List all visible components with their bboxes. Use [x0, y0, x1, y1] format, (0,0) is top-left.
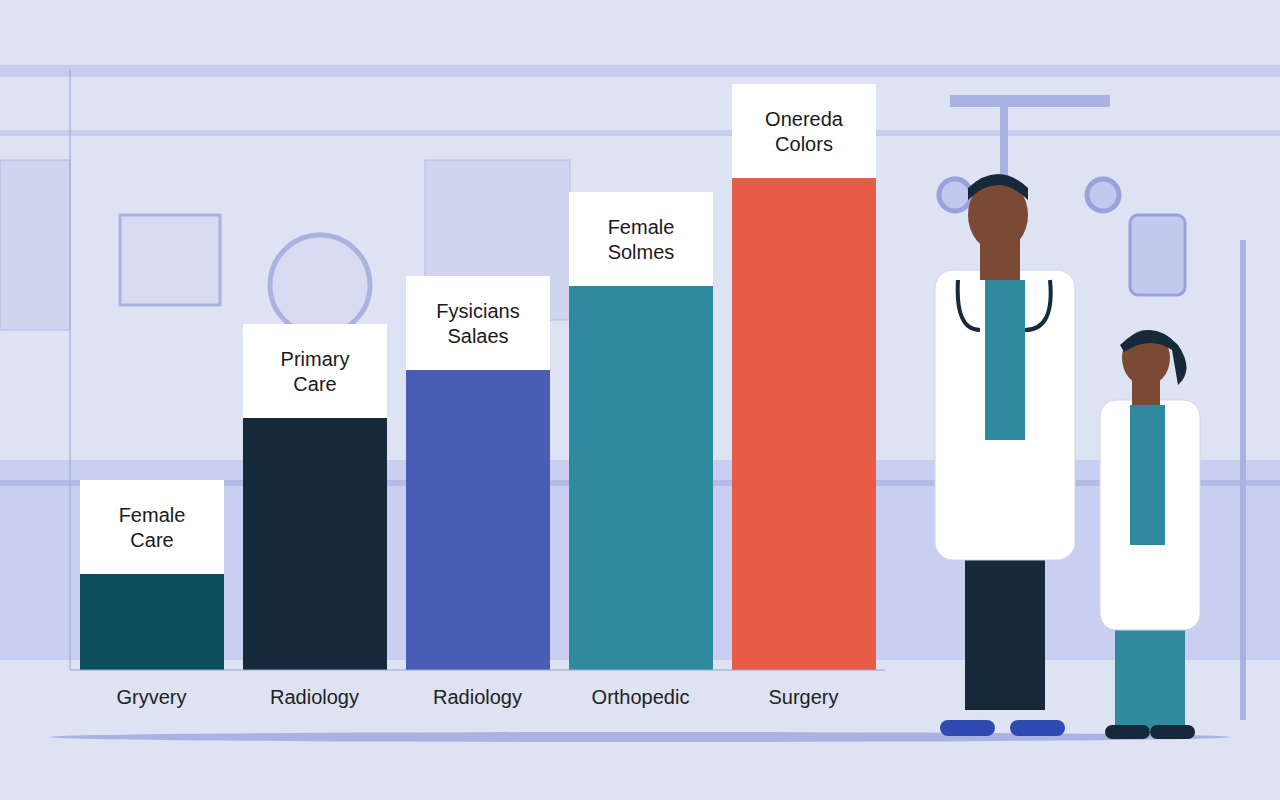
svg-text:Female: Female	[608, 216, 675, 238]
svg-text:Salaes: Salaes	[447, 325, 508, 347]
svg-text:Colors: Colors	[775, 133, 833, 155]
svg-text:Radiology: Radiology	[433, 686, 522, 708]
svg-text:Primary: Primary	[281, 348, 350, 370]
svg-text:Radiology: Radiology	[270, 686, 359, 708]
svg-text:Fysicians: Fysicians	[436, 300, 519, 322]
svg-text:Solmes: Solmes	[608, 241, 675, 263]
svg-text:Onereda: Onereda	[765, 108, 844, 130]
svg-text:Surgery: Surgery	[768, 686, 838, 708]
svg-text:Care: Care	[293, 373, 336, 395]
svg-text:Gryvery: Gryvery	[117, 686, 187, 708]
svg-text:Female: Female	[119, 504, 186, 526]
svg-text:Care: Care	[130, 529, 173, 551]
svg-text:Orthopedic: Orthopedic	[592, 686, 690, 708]
